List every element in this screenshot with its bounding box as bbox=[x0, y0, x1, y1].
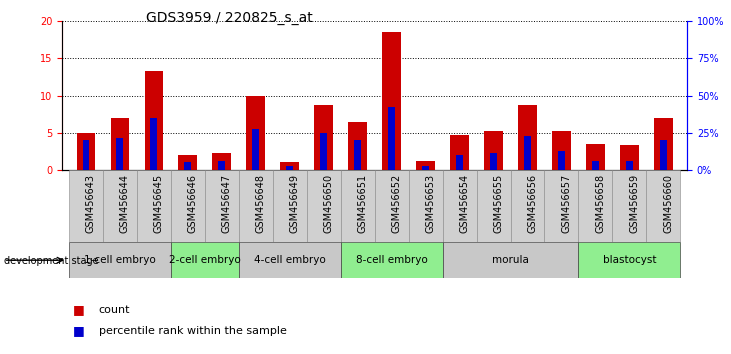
Bar bbox=[477, 170, 510, 242]
Bar bbox=[178, 155, 197, 170]
Bar bbox=[320, 133, 327, 170]
Text: 8-cell embryo: 8-cell embryo bbox=[356, 255, 428, 265]
Bar bbox=[341, 170, 374, 242]
Bar bbox=[423, 166, 429, 170]
Bar bbox=[442, 170, 477, 242]
Bar bbox=[578, 170, 613, 242]
Bar bbox=[620, 145, 639, 170]
Text: blastocyst: blastocyst bbox=[602, 255, 656, 265]
Text: count: count bbox=[99, 305, 130, 315]
Bar bbox=[116, 138, 124, 170]
Bar bbox=[558, 152, 565, 170]
Text: development stage: development stage bbox=[4, 256, 98, 266]
Text: percentile rank within the sample: percentile rank within the sample bbox=[99, 326, 287, 336]
Text: GSM456643: GSM456643 bbox=[86, 173, 96, 233]
Text: GSM456645: GSM456645 bbox=[154, 173, 164, 233]
Text: GSM456657: GSM456657 bbox=[561, 173, 572, 233]
Bar bbox=[287, 166, 293, 170]
Bar bbox=[348, 122, 367, 170]
Bar bbox=[69, 170, 103, 242]
Bar bbox=[510, 170, 545, 242]
Bar bbox=[171, 170, 205, 242]
Bar bbox=[490, 153, 497, 170]
Bar bbox=[382, 32, 401, 170]
Bar bbox=[484, 131, 503, 170]
Bar bbox=[518, 104, 537, 170]
Bar bbox=[219, 161, 225, 170]
Bar bbox=[442, 242, 578, 278]
Text: GSM456656: GSM456656 bbox=[528, 173, 537, 233]
Text: GSM456648: GSM456648 bbox=[256, 173, 266, 233]
Bar bbox=[545, 170, 578, 242]
Text: GSM456652: GSM456652 bbox=[392, 173, 401, 233]
Bar bbox=[239, 242, 341, 278]
Bar bbox=[524, 136, 531, 170]
Bar bbox=[77, 133, 95, 170]
Text: morula: morula bbox=[492, 255, 529, 265]
Bar bbox=[145, 71, 163, 170]
Bar bbox=[205, 170, 239, 242]
Bar bbox=[586, 144, 605, 170]
Bar bbox=[110, 118, 129, 170]
Bar bbox=[646, 170, 681, 242]
Text: GSM456646: GSM456646 bbox=[188, 173, 198, 233]
Bar bbox=[103, 170, 137, 242]
Text: GSM456654: GSM456654 bbox=[460, 173, 469, 233]
Bar bbox=[388, 107, 395, 170]
Text: GSM456647: GSM456647 bbox=[221, 173, 232, 233]
Text: GSM456653: GSM456653 bbox=[425, 173, 436, 233]
Text: ■: ■ bbox=[73, 325, 85, 337]
Bar bbox=[375, 170, 409, 242]
Text: GSM456659: GSM456659 bbox=[629, 173, 640, 233]
Text: 2-cell embryo: 2-cell embryo bbox=[169, 255, 240, 265]
Text: ■: ■ bbox=[73, 303, 85, 316]
Bar bbox=[578, 242, 681, 278]
Text: GSM456650: GSM456650 bbox=[324, 173, 333, 233]
Bar bbox=[456, 155, 463, 170]
Bar bbox=[69, 242, 171, 278]
Bar bbox=[213, 153, 231, 170]
Bar bbox=[239, 170, 273, 242]
Bar bbox=[314, 105, 333, 170]
Bar bbox=[654, 118, 673, 170]
Bar bbox=[626, 161, 633, 170]
Bar bbox=[307, 170, 341, 242]
Text: 4-cell embryo: 4-cell embryo bbox=[254, 255, 325, 265]
Bar bbox=[416, 161, 435, 170]
Bar bbox=[613, 170, 646, 242]
Bar bbox=[660, 140, 667, 170]
Text: 1-cell embryo: 1-cell embryo bbox=[84, 255, 156, 265]
Bar bbox=[341, 242, 442, 278]
Text: GSM456658: GSM456658 bbox=[596, 173, 605, 233]
Bar bbox=[171, 242, 239, 278]
Bar bbox=[252, 129, 260, 170]
Bar bbox=[552, 131, 571, 170]
Bar bbox=[409, 170, 442, 242]
Bar bbox=[184, 162, 192, 170]
Text: GSM456644: GSM456644 bbox=[120, 173, 130, 233]
Bar bbox=[355, 140, 361, 170]
Text: GSM456655: GSM456655 bbox=[493, 173, 504, 233]
Text: GSM456649: GSM456649 bbox=[289, 173, 300, 233]
Bar bbox=[273, 170, 307, 242]
Bar bbox=[83, 140, 89, 170]
Bar bbox=[246, 96, 265, 170]
Bar bbox=[151, 118, 157, 170]
Bar bbox=[137, 170, 171, 242]
Text: GSM456651: GSM456651 bbox=[357, 173, 368, 233]
Bar bbox=[592, 161, 599, 170]
Text: GDS3959 / 220825_s_at: GDS3959 / 220825_s_at bbox=[146, 11, 313, 25]
Bar bbox=[450, 135, 469, 170]
Bar bbox=[281, 162, 299, 170]
Text: GSM456660: GSM456660 bbox=[663, 173, 673, 233]
